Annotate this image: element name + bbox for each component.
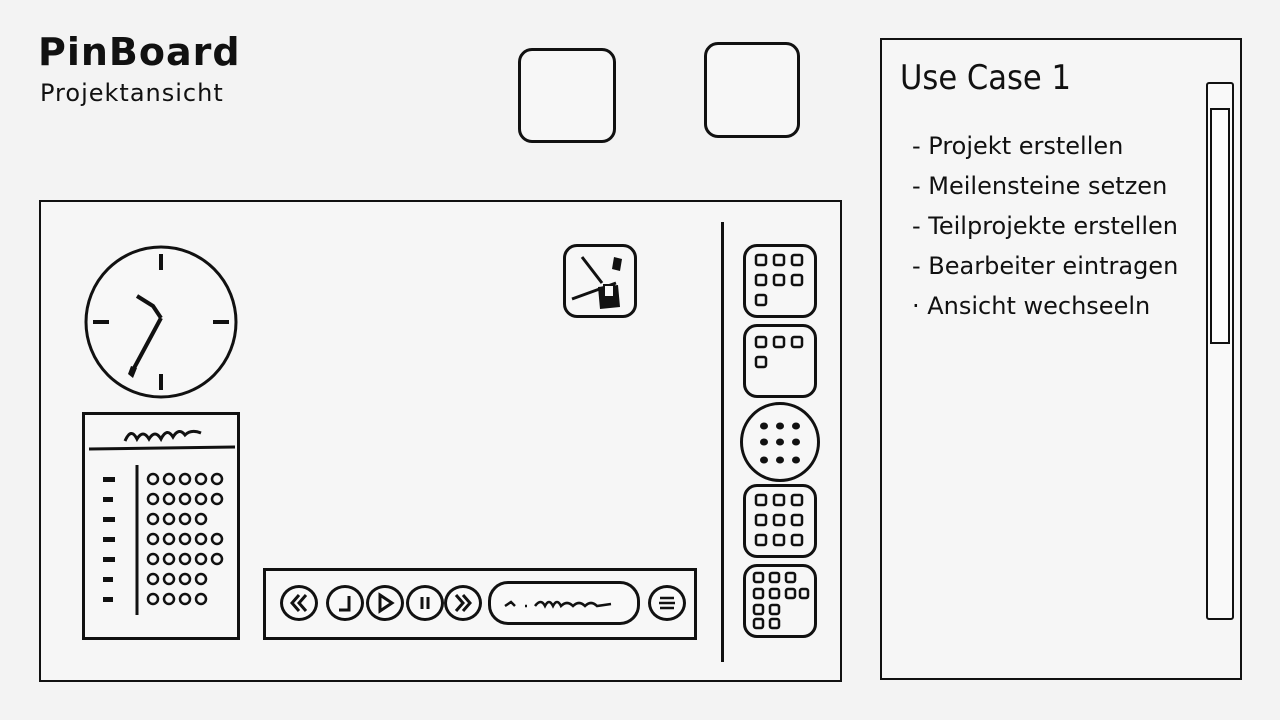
grid-view-icon: [754, 253, 804, 307]
panel-divider: [721, 222, 724, 662]
grid-view-icon: [754, 493, 804, 547]
use-case-panel: Use Case 1 - Projekt erstellen - Meilens…: [880, 38, 1242, 680]
use-case-item: · Ansicht wechseeln: [912, 292, 1151, 320]
back-button[interactable]: [326, 585, 364, 621]
top-button-1[interactable]: [518, 48, 616, 143]
fast-forward-icon: [454, 594, 472, 612]
top-button-2[interactable]: [704, 42, 800, 138]
view-button-grid-3[interactable]: [743, 484, 817, 558]
pin-tool-button[interactable]: [563, 244, 637, 318]
use-case-item: - Meilensteine setzen: [912, 172, 1168, 200]
fast-forward-button[interactable]: [444, 585, 482, 621]
calendar-widget[interactable]: [82, 412, 240, 640]
main-panel: [39, 200, 842, 682]
clock-widget[interactable]: [83, 244, 239, 400]
menu-icon: [659, 596, 675, 610]
pause-button[interactable]: [406, 585, 444, 621]
scribble-text-icon: [504, 600, 612, 609]
rewind-button[interactable]: [280, 585, 318, 621]
play-button[interactable]: [366, 585, 404, 621]
use-case-item: - Teilprojekte erstellen: [912, 212, 1178, 240]
view-button-grid-2[interactable]: [743, 324, 817, 398]
play-icon: [378, 592, 395, 614]
media-control-bar: [263, 568, 697, 640]
view-button-grid-4[interactable]: [743, 564, 817, 638]
app-title: PinBoard: [38, 30, 241, 74]
view-button-dots[interactable]: [740, 402, 820, 482]
pin-tool-icon: [571, 256, 622, 309]
grid-view-icon: [752, 571, 810, 630]
back-icon: [339, 596, 351, 612]
use-case-title: Use Case 1: [900, 58, 1071, 98]
calendar-icon: [88, 429, 236, 615]
rewind-icon: [290, 594, 308, 612]
dots-view-icon: [760, 422, 800, 464]
page-subtitle: Projektansicht: [40, 79, 224, 107]
scrollbar-thumb[interactable]: [1210, 108, 1230, 344]
scrollbar[interactable]: [1206, 82, 1234, 620]
use-case-item: - Projekt erstellen: [912, 132, 1124, 160]
timeline-field[interactable]: [488, 581, 640, 625]
grid-view-icon: [754, 335, 804, 369]
use-case-item: - Bearbeiter eintragen: [912, 252, 1179, 280]
use-case-list: - Projekt erstellen - Meilensteine setze…: [912, 126, 1178, 326]
view-button-grid-1[interactable]: [743, 244, 817, 318]
menu-button[interactable]: [648, 585, 686, 621]
pause-icon: [420, 597, 430, 609]
clock-icon: [84, 245, 238, 399]
